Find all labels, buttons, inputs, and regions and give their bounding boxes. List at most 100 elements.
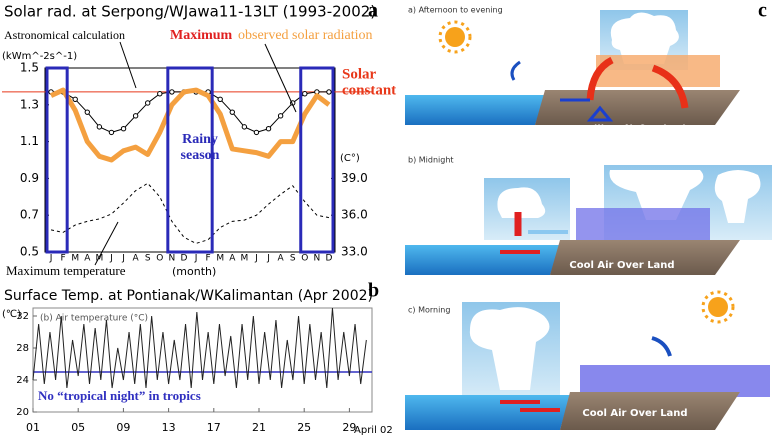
scene-label: Warm Air Over Land xyxy=(595,124,686,133)
x-tick-label: 13 xyxy=(162,421,176,434)
y2-tick-label: 36.0 xyxy=(341,208,368,222)
point xyxy=(277,113,284,119)
scene-title: c) Morning xyxy=(408,306,450,315)
point xyxy=(265,126,272,132)
point xyxy=(217,96,223,102)
series-line xyxy=(50,87,331,163)
point xyxy=(132,113,139,119)
x-tick-label: 17 xyxy=(207,421,221,434)
x-tick-label: 21 xyxy=(252,421,266,434)
x-tick-label: A xyxy=(278,254,285,264)
rainy-season-box xyxy=(299,66,335,254)
point xyxy=(241,124,248,130)
scene-label: Cool Air Over Land xyxy=(569,260,674,271)
point xyxy=(145,100,151,106)
x-tick-label: O xyxy=(156,254,163,264)
x-tick-label: A xyxy=(229,254,236,264)
y-tick-label: 32 xyxy=(16,311,29,322)
plot-frame xyxy=(32,307,373,413)
scene-title: a) Afternoon to evening xyxy=(408,6,503,15)
cool-band xyxy=(576,208,710,244)
x-tick-label: 25 xyxy=(297,421,311,434)
arrow xyxy=(586,56,689,109)
arrow xyxy=(560,98,614,122)
annotation: Maximum temperature xyxy=(6,263,126,278)
point xyxy=(326,89,332,95)
x-tick-label: M xyxy=(95,254,103,264)
point xyxy=(72,96,78,102)
series-line xyxy=(50,182,330,244)
panel-letter: a xyxy=(368,0,378,22)
x-axis-label: (month) xyxy=(172,265,216,278)
point xyxy=(84,109,90,115)
y-tick-label: 1.5 xyxy=(20,61,39,75)
arrow xyxy=(651,336,672,357)
diagram: a) Afternoon to evening Warm Air Over La… xyxy=(405,6,772,430)
x-tick-label: S xyxy=(145,254,151,264)
y-axis-label: (kWm^-2s^-1) xyxy=(2,51,77,62)
x-tick-label: A xyxy=(84,254,91,264)
y2-tick-label: 39.0 xyxy=(341,171,368,185)
arrow xyxy=(500,400,560,412)
x-tick-label: J xyxy=(121,254,125,264)
point xyxy=(229,109,235,115)
rainy-season-label: Rainy xyxy=(182,132,218,147)
leader xyxy=(94,221,119,266)
point xyxy=(302,91,308,97)
panel-letter: c xyxy=(758,0,767,22)
cloud xyxy=(497,187,546,218)
land xyxy=(560,392,740,430)
panel-letter: b xyxy=(368,280,379,302)
point xyxy=(96,124,103,130)
x-tick-label: 01 xyxy=(26,421,40,434)
x-end-label: April 02 xyxy=(354,425,393,436)
x-tick-label: O xyxy=(301,254,308,264)
cool-band xyxy=(580,365,770,397)
x-tick-label: N xyxy=(314,254,321,264)
sun xyxy=(701,290,735,324)
reference-label: constant xyxy=(342,82,396,98)
x-tick-label: D xyxy=(180,254,187,264)
x-tick-label: F xyxy=(206,254,211,264)
x-tick-label: J xyxy=(194,254,198,264)
land xyxy=(550,240,740,275)
y-tick-label: 0.5 xyxy=(20,245,39,259)
x-tick-label: N xyxy=(169,254,176,264)
x-tick-label: S xyxy=(290,254,296,264)
y-tick-label: 20 xyxy=(16,407,29,418)
x-tick-label: J xyxy=(109,254,113,264)
sea xyxy=(405,245,560,275)
y-tick-label: 28 xyxy=(16,343,29,354)
x-tick-label: M xyxy=(240,254,248,264)
leader xyxy=(119,41,137,89)
subtitle: (b) Air temperature (°C) xyxy=(40,314,148,324)
sea xyxy=(405,395,570,430)
rainy-season-label: season xyxy=(181,148,220,163)
y2-tick-label: 33.0 xyxy=(341,245,368,259)
x-tick-label: 29 xyxy=(342,421,356,434)
y-tick-label: 24 xyxy=(16,375,29,386)
y-tick-label: 0.9 xyxy=(20,171,39,185)
x-tick-label: F xyxy=(61,254,66,264)
reference-label: No “tropical night” in tropics xyxy=(38,388,201,403)
point xyxy=(108,129,115,136)
sea xyxy=(405,95,545,125)
y-tick-label: 1.1 xyxy=(20,134,39,148)
annotation: Maximum xyxy=(170,28,233,43)
point xyxy=(120,126,127,132)
arrow xyxy=(510,60,521,81)
title-b: Surface Temp. at Pontianak/WKalimantan (… xyxy=(4,288,373,304)
series-line xyxy=(51,91,329,133)
land xyxy=(535,90,740,125)
cloud xyxy=(610,12,679,65)
annotation: Astronomical calculation xyxy=(4,28,125,42)
point xyxy=(169,89,175,95)
x-tick-label: A xyxy=(133,254,140,264)
reference-label: Solar xyxy=(342,66,377,82)
x-tick-label: J xyxy=(49,254,53,264)
x-tick-label: 05 xyxy=(71,421,85,434)
x-tick-label: J xyxy=(254,254,258,264)
x-tick-label: 09 xyxy=(116,421,130,434)
annotation: observed solar radiation xyxy=(238,28,373,43)
